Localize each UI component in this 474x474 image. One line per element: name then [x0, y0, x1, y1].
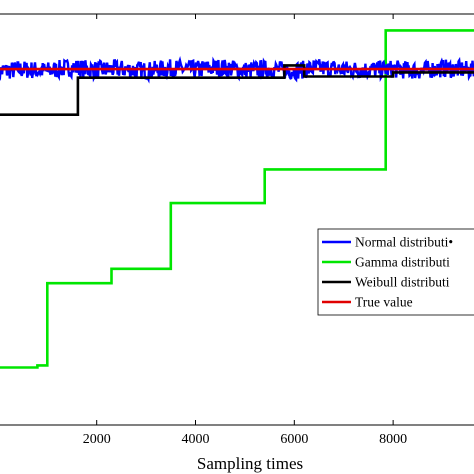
legend-label: Normal distributi• [355, 235, 453, 250]
series-line-0 [0, 56, 474, 84]
x-tick-label: 2000 [83, 432, 111, 447]
legend-label: Gamma distributi [355, 255, 450, 270]
series-line-2 [0, 64, 474, 116]
plot-frame [0, 13, 474, 426]
x-axis-label: Sampling times [197, 454, 303, 473]
legend-box [317, 228, 474, 316]
x-axis: 2000 4000 6000 8000 [83, 14, 407, 447]
series-line-1 [0, 29, 474, 369]
series-layer [0, 29, 474, 369]
legend-label: Weibull distributi [355, 275, 450, 290]
x-tick-label: 8000 [379, 432, 407, 447]
legend-label: True value [355, 295, 413, 310]
x-tick-label: 4000 [182, 432, 210, 447]
x-tick-label: 6000 [280, 432, 308, 447]
legend: Normal distributi• Gamma distributi Weibul… [317, 228, 474, 316]
